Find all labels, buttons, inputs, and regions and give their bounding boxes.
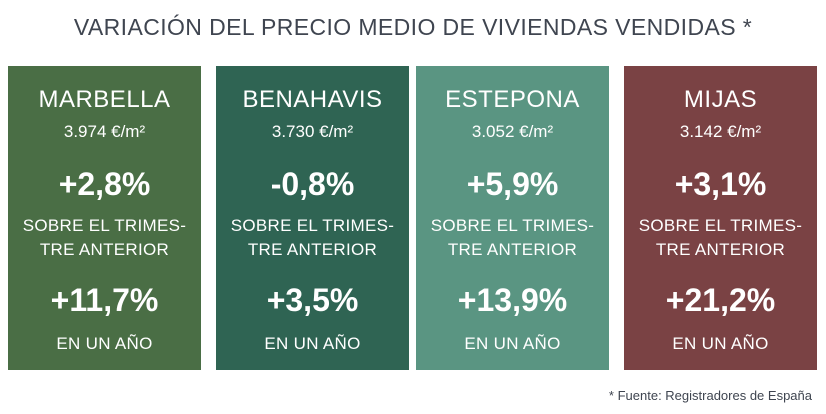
card-quarter-label-line-2: TRE ANTERIOR bbox=[655, 240, 786, 259]
card-quarter-label: SOBRE EL TRIMES- TRE ANTERIOR bbox=[8, 214, 201, 262]
card-year-label: EN UN AÑO bbox=[672, 334, 769, 353]
card-price: 3.730 €/m² bbox=[271, 122, 354, 141]
card-quarter-label-line-2: TRE ANTERIOR bbox=[39, 240, 170, 259]
card-year-label: EN UN AÑO bbox=[56, 334, 153, 353]
card-year-change: +11,7% bbox=[50, 282, 159, 318]
card-quarter-label: SOBRE EL TRIMES- TRE ANTERIOR bbox=[416, 214, 609, 262]
cards-row: MARBELLA 3.974 €/m² +2,8% SOBRE EL TRIME… bbox=[0, 66, 826, 370]
card-year-label: EN UN AÑO bbox=[264, 334, 361, 353]
card-quarter-change: -0,8% bbox=[270, 166, 355, 202]
card-quarter-label-line-1: SOBRE EL TRIMES- bbox=[430, 216, 595, 235]
card-quarter-label-line-1: SOBRE EL TRIMES- bbox=[22, 216, 187, 235]
card-city: MARBELLA bbox=[38, 86, 171, 113]
card-mijas: MIJAS 3.142 €/m² +3,1% SOBRE EL TRIMES- … bbox=[624, 66, 817, 370]
card-quarter-change: +3,1% bbox=[674, 166, 767, 202]
card-marbella: MARBELLA 3.974 €/m² +2,8% SOBRE EL TRIME… bbox=[8, 66, 201, 370]
card-quarter-change: +2,8% bbox=[58, 166, 151, 202]
card-quarter-label: SOBRE EL TRIMES- TRE ANTERIOR bbox=[216, 214, 409, 262]
card-year-label: EN UN AÑO bbox=[464, 334, 561, 353]
card-estepona: ESTEPONA 3.052 €/m² +5,9% SOBRE EL TRIME… bbox=[416, 66, 609, 370]
card-quarter-change: +5,9% bbox=[466, 166, 559, 202]
card-benahavis: BENAHAVIS 3.730 €/m² -0,8% SOBRE EL TRIM… bbox=[216, 66, 409, 370]
source-note: * Fuente: Registradores de España bbox=[608, 388, 812, 403]
card-city: ESTEPONA bbox=[445, 86, 580, 113]
card-year-change: +21,2% bbox=[665, 282, 776, 318]
card-quarter-label-line-1: SOBRE EL TRIMES- bbox=[638, 216, 803, 235]
card-quarter-label-line-2: TRE ANTERIOR bbox=[447, 240, 578, 259]
card-year-change: +13,9% bbox=[457, 282, 568, 318]
card-price: 3.142 €/m² bbox=[679, 122, 762, 141]
card-city: MIJAS bbox=[683, 86, 758, 113]
page-title: VARIACIÓN DEL PRECIO MEDIO DE VIVIENDAS … bbox=[73, 14, 753, 40]
card-city: BENAHAVIS bbox=[242, 86, 383, 113]
card-quarter-label: SOBRE EL TRIMES- TRE ANTERIOR bbox=[624, 214, 817, 262]
card-quarter-label-line-1: SOBRE EL TRIMES- bbox=[230, 216, 395, 235]
card-price: 3.974 €/m² bbox=[63, 122, 146, 141]
card-quarter-label-line-2: TRE ANTERIOR bbox=[247, 240, 378, 259]
card-price: 3.052 €/m² bbox=[471, 122, 554, 141]
card-year-change: +3,5% bbox=[266, 282, 359, 318]
